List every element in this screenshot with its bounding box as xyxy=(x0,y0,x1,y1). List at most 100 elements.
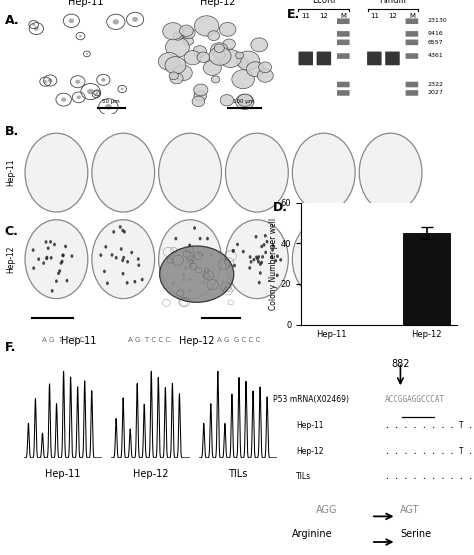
Text: Hep-11: Hep-11 xyxy=(296,421,324,430)
Circle shape xyxy=(182,278,185,281)
Text: EcoRI: EcoRI xyxy=(312,0,335,5)
Circle shape xyxy=(359,220,422,299)
Circle shape xyxy=(404,270,407,274)
Circle shape xyxy=(115,256,118,260)
Circle shape xyxy=(25,220,88,299)
Circle shape xyxy=(236,52,244,59)
Circle shape xyxy=(37,258,40,261)
FancyBboxPatch shape xyxy=(406,18,418,24)
Circle shape xyxy=(409,259,411,263)
Circle shape xyxy=(194,16,219,36)
FancyBboxPatch shape xyxy=(317,52,331,65)
Text: . . . . . . . . T . . . .: . . . . . . . . T . . . . xyxy=(385,447,474,456)
Text: 100 μm: 100 μm xyxy=(233,98,255,103)
Circle shape xyxy=(237,51,260,70)
Circle shape xyxy=(404,248,407,252)
Circle shape xyxy=(406,255,409,258)
Circle shape xyxy=(122,256,125,259)
Circle shape xyxy=(189,278,191,281)
Text: 12: 12 xyxy=(319,13,328,18)
Circle shape xyxy=(379,276,383,280)
Text: F.: F. xyxy=(5,341,16,354)
Circle shape xyxy=(193,46,207,57)
Circle shape xyxy=(251,38,268,52)
Text: Hep-12: Hep-12 xyxy=(201,0,236,7)
Circle shape xyxy=(292,220,355,299)
Circle shape xyxy=(120,247,123,251)
Circle shape xyxy=(182,28,195,39)
Circle shape xyxy=(50,256,53,260)
Text: . . . . . . . . . . . . .: . . . . . . . . . . . . . xyxy=(385,472,474,481)
Circle shape xyxy=(126,281,128,285)
Circle shape xyxy=(330,267,333,271)
Circle shape xyxy=(410,267,413,271)
FancyBboxPatch shape xyxy=(406,31,418,37)
Circle shape xyxy=(259,263,262,266)
Text: Hep-12: Hep-12 xyxy=(6,245,15,273)
Text: TILs: TILs xyxy=(228,468,248,479)
Circle shape xyxy=(104,245,107,249)
Circle shape xyxy=(359,133,422,212)
Text: A G  T C C C.: A G T C C C. xyxy=(128,337,173,343)
Circle shape xyxy=(210,43,228,58)
Circle shape xyxy=(330,248,333,251)
Circle shape xyxy=(236,243,239,246)
Circle shape xyxy=(246,62,264,77)
Circle shape xyxy=(258,281,261,284)
FancyBboxPatch shape xyxy=(337,18,350,24)
Circle shape xyxy=(193,226,196,230)
Circle shape xyxy=(231,249,235,253)
Circle shape xyxy=(279,258,282,261)
Circle shape xyxy=(53,243,56,246)
Circle shape xyxy=(399,282,401,286)
Circle shape xyxy=(383,256,386,260)
Circle shape xyxy=(271,255,273,259)
Text: TILs: TILs xyxy=(296,472,311,481)
Text: Hep-12: Hep-12 xyxy=(296,447,324,456)
Circle shape xyxy=(170,73,183,84)
Circle shape xyxy=(208,31,219,41)
Circle shape xyxy=(130,251,133,254)
Circle shape xyxy=(113,19,119,24)
Circle shape xyxy=(250,260,253,264)
Circle shape xyxy=(255,255,258,259)
Circle shape xyxy=(249,255,252,259)
Circle shape xyxy=(101,78,106,82)
Text: A.: A. xyxy=(5,14,19,27)
Circle shape xyxy=(137,257,140,261)
Circle shape xyxy=(79,35,82,37)
Text: 6557: 6557 xyxy=(428,39,443,44)
Circle shape xyxy=(226,133,288,212)
FancyBboxPatch shape xyxy=(406,39,418,45)
Text: Hep-11: Hep-11 xyxy=(45,468,81,479)
FancyBboxPatch shape xyxy=(406,82,418,87)
Circle shape xyxy=(324,255,327,258)
Circle shape xyxy=(272,244,274,248)
Circle shape xyxy=(61,260,64,263)
Circle shape xyxy=(206,237,209,240)
Circle shape xyxy=(92,133,155,212)
Circle shape xyxy=(255,235,257,239)
Text: 882: 882 xyxy=(391,359,410,369)
Circle shape xyxy=(192,254,195,258)
Text: B.: B. xyxy=(5,125,19,138)
FancyBboxPatch shape xyxy=(337,39,350,45)
Circle shape xyxy=(403,274,406,277)
Circle shape xyxy=(112,230,115,234)
Circle shape xyxy=(237,58,248,67)
Circle shape xyxy=(173,32,183,40)
Circle shape xyxy=(34,27,39,31)
Text: Hep-11: Hep-11 xyxy=(6,159,15,186)
Circle shape xyxy=(219,22,236,36)
Circle shape xyxy=(158,53,180,70)
FancyBboxPatch shape xyxy=(337,90,350,96)
Text: M: M xyxy=(340,13,346,18)
Circle shape xyxy=(191,259,194,263)
Circle shape xyxy=(257,255,260,259)
Circle shape xyxy=(174,237,177,240)
Circle shape xyxy=(106,281,109,285)
Circle shape xyxy=(25,133,88,212)
Circle shape xyxy=(242,250,245,254)
Circle shape xyxy=(186,259,189,263)
Text: HindIII: HindIII xyxy=(379,0,406,5)
